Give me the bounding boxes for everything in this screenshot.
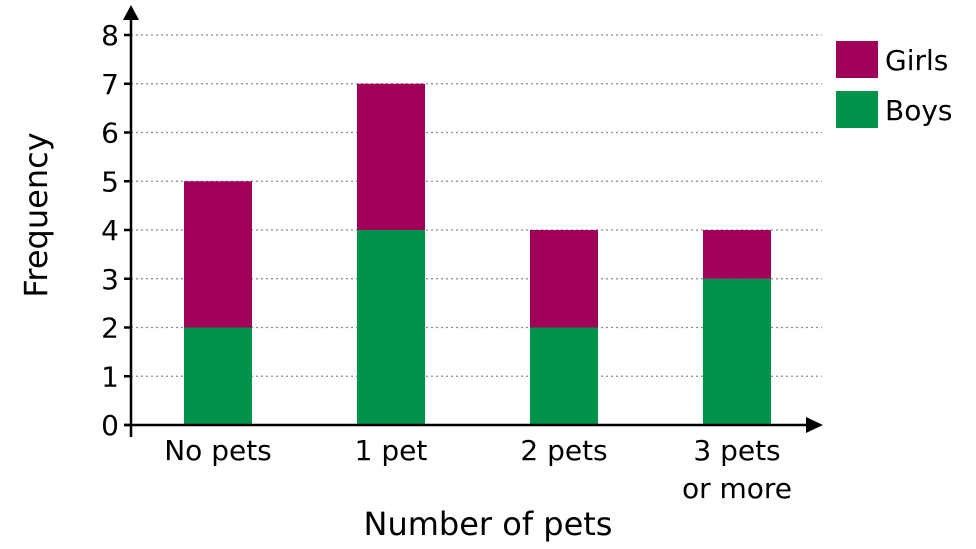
bar-girls-3 bbox=[530, 230, 598, 328]
bar-boys-3 bbox=[530, 327, 598, 425]
legend: Girls Boys bbox=[836, 41, 953, 128]
legend-label-girls: Girls bbox=[885, 44, 948, 77]
y-tick-label-0: 0 bbox=[101, 409, 119, 442]
y-tick-label-4: 4 bbox=[101, 214, 119, 247]
bar-girls-1 bbox=[184, 181, 252, 328]
y-tick-label-7: 7 bbox=[101, 68, 119, 101]
x-axis-title: Number of pets bbox=[364, 505, 613, 543]
axes bbox=[123, 5, 823, 437]
legend-swatch-boys bbox=[836, 91, 878, 128]
x-category-labels: No pets 1 pet 2 pets 3 pets or more bbox=[164, 434, 792, 505]
x-category-label-2: 1 pet bbox=[355, 434, 428, 467]
y-tick-label-2: 2 bbox=[101, 312, 119, 345]
x-category-label-4-line-2: or more bbox=[682, 472, 792, 505]
y-tick-label-5: 5 bbox=[101, 165, 119, 198]
x-category-label-1: No pets bbox=[164, 434, 272, 467]
bar-boys-1 bbox=[184, 327, 252, 425]
bar-girls-2 bbox=[357, 83, 425, 230]
y-axis-title: Frequency bbox=[17, 132, 55, 297]
x-category-label-3: 2 pets bbox=[520, 434, 607, 467]
bar-girls-4 bbox=[703, 230, 771, 279]
x-axis-arrow bbox=[806, 417, 823, 433]
bars bbox=[184, 83, 771, 425]
bar-boys-4 bbox=[703, 278, 771, 425]
legend-label-boys: Boys bbox=[885, 94, 953, 127]
y-axis-arrow bbox=[123, 5, 139, 20]
x-category-label-4: 3 pets bbox=[693, 434, 780, 467]
legend-swatch-girls bbox=[836, 41, 878, 78]
y-tick-label-3: 3 bbox=[101, 263, 119, 296]
y-tick-label-8: 8 bbox=[101, 19, 119, 52]
y-tick-label-6: 6 bbox=[101, 117, 119, 150]
y-tick-label-1: 1 bbox=[101, 360, 119, 393]
bar-boys-2 bbox=[357, 230, 425, 425]
y-tick-labels: 0 1 2 3 4 5 6 7 8 bbox=[101, 19, 119, 442]
